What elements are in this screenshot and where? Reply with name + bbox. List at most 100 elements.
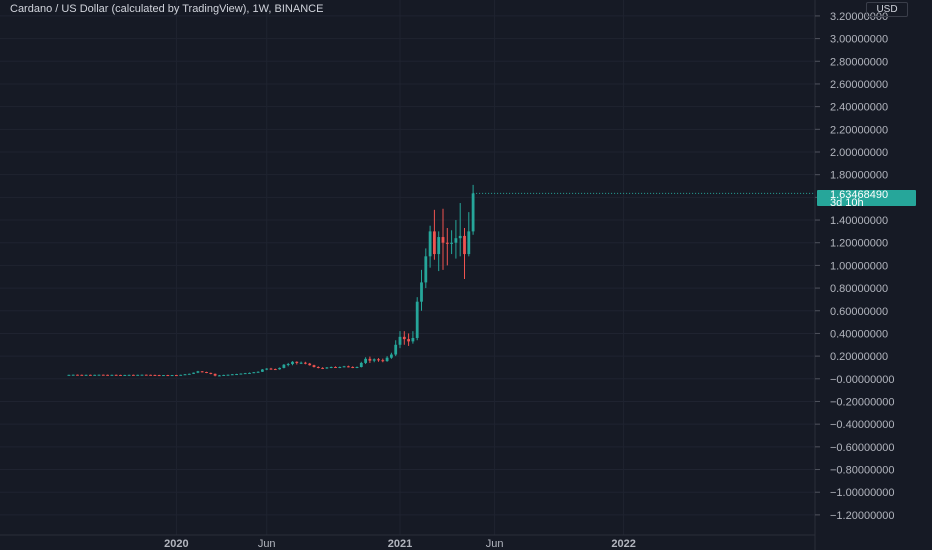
candle-body (84, 374, 88, 376)
candle-body (351, 367, 355, 369)
candle (299, 361, 303, 365)
candle (278, 367, 281, 370)
candle (166, 374, 170, 377)
candle (235, 373, 238, 376)
candle-body (312, 365, 316, 368)
price-tick-label: 0.60000000 (830, 306, 888, 318)
price-tick-label: 2.60000000 (830, 79, 888, 91)
time-tick-label: Jun (258, 538, 276, 550)
last-price-value: 1.63468490 (830, 189, 889, 201)
candle (390, 352, 393, 359)
candle-body (110, 374, 114, 376)
candle-body (222, 374, 226, 376)
candle-body (114, 374, 118, 376)
candle-body (200, 371, 204, 373)
candle (192, 372, 195, 375)
currency-button[interactable]: USD (866, 2, 908, 17)
candle (179, 374, 183, 376)
candle-body (282, 364, 286, 368)
candle-body (372, 359, 376, 361)
candle (67, 374, 71, 376)
price-tick-label: 1.80000000 (830, 170, 888, 182)
candle-body (157, 375, 161, 377)
candle-body (179, 374, 183, 376)
candle (372, 358, 376, 363)
candle-body (355, 367, 359, 369)
price-tick-label: 1.40000000 (830, 215, 888, 227)
price-tick-label: −0.20000000 (830, 396, 895, 408)
candle-body (76, 374, 79, 376)
candle-body (144, 374, 148, 376)
price-tick-label: 0.20000000 (830, 351, 888, 363)
candle-body (149, 374, 152, 376)
candle-body (101, 374, 105, 376)
candle-body (175, 375, 178, 377)
candle (123, 374, 127, 376)
price-tick-label: −0.40000000 (830, 419, 895, 431)
candle (402, 331, 406, 345)
candle-body (347, 366, 350, 368)
candle-body (213, 373, 217, 376)
candle (218, 374, 221, 377)
candle (329, 366, 333, 369)
candle-body (261, 369, 264, 372)
candle-body (106, 374, 109, 376)
candle (359, 361, 363, 368)
candle (71, 374, 75, 376)
candle-body (321, 367, 324, 369)
candle-body (445, 242, 449, 244)
time-tick-label: 2020 (164, 538, 188, 550)
candle (428, 225, 432, 268)
candle (80, 374, 84, 376)
candle (106, 374, 109, 376)
candle-body (265, 368, 269, 370)
candle-body (123, 374, 127, 376)
candle-body (187, 373, 191, 375)
candle-body (140, 374, 144, 376)
candle (364, 357, 367, 365)
candle-body (299, 362, 303, 364)
candle (230, 374, 234, 376)
bar-countdown: 3d 10h (830, 197, 864, 209)
candle (119, 374, 122, 376)
candle (308, 362, 312, 366)
candle-body (278, 367, 281, 370)
price-tick-label: 2.00000000 (830, 147, 888, 159)
candle (101, 374, 105, 376)
candle (261, 369, 264, 372)
candle (355, 366, 359, 369)
candle (450, 230, 453, 255)
candle (286, 362, 290, 367)
candle (420, 269, 423, 311)
time-tick-label: 2022 (611, 538, 635, 550)
price-tick-label: 3.00000000 (830, 34, 888, 46)
candle-body (295, 361, 299, 363)
candle (351, 366, 355, 369)
candle (239, 373, 243, 375)
candle-body (368, 358, 372, 361)
candle-body (127, 374, 131, 376)
candle (93, 374, 97, 376)
candle (433, 209, 436, 260)
price-tick-label: −0.60000000 (830, 442, 895, 454)
price-tick-label: 3.20000000 (830, 11, 888, 23)
candle (441, 208, 445, 270)
candle-body (209, 372, 213, 374)
candle-body (463, 235, 466, 255)
candle (347, 365, 350, 368)
time-axis: 2020 Jun 2021 Jun 2022 (164, 538, 636, 550)
candle-body (80, 374, 84, 376)
candle (304, 361, 307, 365)
candle-body (471, 193, 475, 232)
candle-body (192, 372, 195, 374)
candle-body (316, 367, 320, 369)
candle-body (252, 372, 256, 374)
price-tick-label: 2.80000000 (830, 56, 888, 68)
candle (398, 331, 402, 349)
candle (325, 367, 329, 369)
candle (183, 374, 187, 376)
candle-body (394, 344, 398, 355)
candle-body (381, 360, 385, 362)
candle-body (428, 231, 432, 257)
